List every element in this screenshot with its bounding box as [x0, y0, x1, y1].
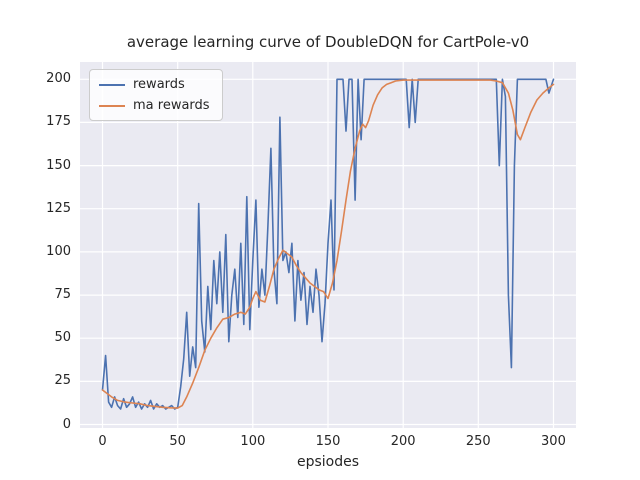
y-tick-label: 50 — [54, 330, 71, 346]
x-axis-label: epsiodes — [296, 454, 360, 470]
x-tick-label: 0 — [98, 434, 107, 449]
y-tick-label: 25 — [54, 373, 71, 389]
rewards-line-swatch — [99, 83, 125, 86]
legend-label-ma-rewards: ma rewards — [133, 98, 210, 113]
legend-item-ma-rewards: ma rewards — [99, 98, 210, 113]
chart-canvas — [80, 62, 576, 428]
x-tick-label: 200 — [390, 434, 416, 449]
x-tick-label: 300 — [541, 434, 566, 449]
legend: rewards ma rewards — [89, 69, 223, 121]
y-tick-label: 175 — [46, 114, 71, 130]
y-tick-label: 200 — [46, 71, 71, 87]
x-tick-label: 150 — [315, 434, 341, 449]
x-tick-label: 250 — [465, 434, 491, 449]
y-tick-label: 100 — [46, 243, 71, 259]
legend-item-rewards: rewards — [99, 77, 210, 92]
x-tick-label: 50 — [169, 434, 186, 449]
legend-label-rewards: rewards — [133, 77, 185, 92]
y-tick-label: 125 — [46, 200, 71, 216]
y-tick-label: 0 — [62, 416, 71, 432]
y-tick-label: 75 — [54, 287, 71, 303]
plot-area: rewards ma rewards — [80, 62, 576, 428]
ma-rewards-line-swatch — [99, 104, 125, 107]
y-tick-label: 150 — [46, 157, 71, 173]
chart-title: average learning curve of DoubleDQN for … — [126, 33, 530, 51]
series-line-ma-rewards — [101, 79, 555, 409]
x-tick-label: 100 — [240, 434, 266, 449]
